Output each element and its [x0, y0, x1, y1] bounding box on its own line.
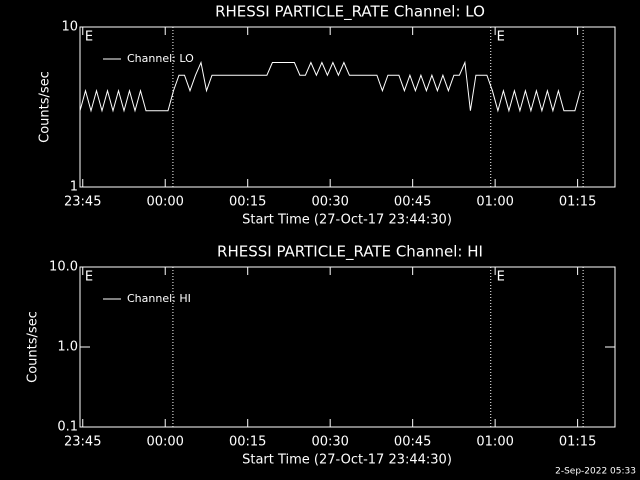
x-tick-label: 23:45: [64, 435, 101, 450]
x-tick-label: 00:00: [146, 435, 183, 450]
x-axis-label: Start Time (27-Oct-17 23:44:30): [242, 453, 452, 468]
annotation: E: [497, 270, 505, 285]
footer: 2-Sep-2022 05:33: [555, 467, 636, 477]
x-tick-label: 00:30: [311, 435, 348, 450]
legend-label: Channel: HI: [127, 292, 191, 305]
x-tick-label: 00:15: [229, 435, 266, 450]
data-line: [79, 60, 581, 113]
y-tick-label: 10: [61, 20, 78, 35]
y-tick-label: 1: [70, 180, 78, 195]
x-axis-label: Start Time (27-Oct-17 23:44:30): [242, 213, 452, 228]
plot-frame: [79, 26, 616, 188]
x-tick-label: 00:30: [311, 195, 348, 210]
chart-title: RHESSI PARTICLE_RATE Channel: HI: [217, 243, 483, 262]
x-tick-label: 00:00: [146, 195, 183, 210]
chart-title: RHESSI PARTICLE_RATE Channel: LO: [215, 3, 485, 22]
annotation: E: [497, 30, 505, 45]
y-axis-label: Counts/sec: [26, 311, 41, 383]
x-tick-label: 23:45: [64, 195, 101, 210]
x-tick-label: 00:15: [229, 195, 266, 210]
y-axis-label: Counts/sec: [38, 71, 53, 143]
annotation: E: [85, 270, 93, 285]
x-tick-label: 01:00: [476, 195, 513, 210]
y-tick-label: 0.1: [57, 420, 78, 435]
x-tick-label: 01:15: [559, 195, 596, 210]
legend-label: Channel: LO: [127, 52, 194, 65]
annotation: E: [85, 30, 93, 45]
x-tick-label: 00:45: [394, 435, 431, 450]
x-tick-label: 01:15: [559, 435, 596, 450]
x-tick-label: 00:45: [394, 195, 431, 210]
y-tick-label: 10.0: [49, 260, 78, 275]
y-tick-label: 1.0: [57, 340, 78, 355]
x-tick-label: 01:00: [476, 435, 513, 450]
